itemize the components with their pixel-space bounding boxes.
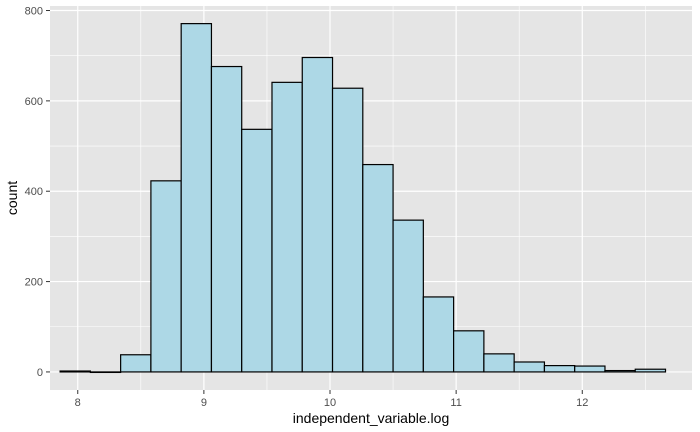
x-axis-title: independent_variable.log	[293, 410, 449, 426]
histogram-bar	[453, 330, 485, 373]
histogram-bar	[89, 371, 122, 374]
x-tick-label: 9	[201, 397, 207, 409]
histogram-bar	[331, 87, 364, 373]
histogram-bar	[422, 296, 455, 373]
histogram-bar	[574, 365, 606, 373]
y-tick-label: 0	[37, 367, 43, 379]
histogram-bar	[604, 369, 636, 373]
histogram-bar	[59, 370, 91, 373]
y-axis: 0 200 400 600 800	[25, 6, 50, 379]
histogram-bar	[301, 56, 334, 373]
x-tick-label: 8	[75, 397, 81, 409]
x-axis: 8 9 10 11 12	[75, 390, 588, 409]
histogram-bar	[634, 368, 667, 373]
y-axis-title: count	[4, 181, 20, 215]
histogram-bar	[120, 354, 152, 373]
y-tick-label: 200	[25, 277, 43, 289]
x-tick-label: 11	[450, 397, 461, 409]
histogram-bar	[362, 163, 394, 373]
y-tick-label: 800	[25, 6, 43, 18]
histogram-bar	[150, 180, 182, 373]
x-tick-label: 12	[576, 397, 588, 409]
y-tick-label: 600	[25, 96, 43, 108]
histogram-bar	[180, 23, 213, 373]
x-tick-label: 10	[324, 397, 336, 409]
histogram-bar	[392, 219, 424, 373]
histogram-bar	[241, 128, 273, 373]
histogram-bar	[543, 365, 576, 373]
histogram-bar	[271, 81, 303, 373]
y-tick-label: 400	[25, 186, 43, 198]
histogram-bar	[210, 65, 243, 373]
histogram-bar	[513, 361, 546, 373]
histogram-bar	[483, 353, 515, 373]
histogram-bars	[59, 23, 667, 374]
